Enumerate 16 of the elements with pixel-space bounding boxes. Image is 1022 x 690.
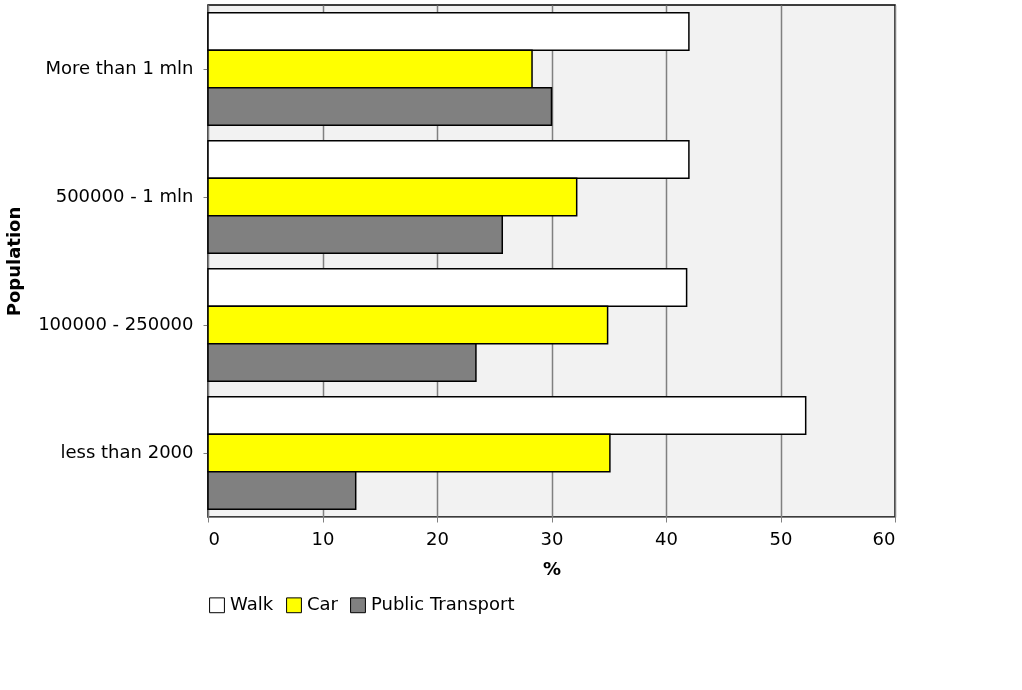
legend-label: Car (307, 593, 339, 615)
x-tick-label: 10 (311, 527, 335, 549)
x-tick-label: 20 (426, 527, 449, 549)
y-axis-title: Population (3, 206, 25, 317)
y-tick-label: 100000 - 250000 (38, 313, 194, 334)
x-tick-label: 30 (540, 527, 564, 549)
x-tick-label: 40 (655, 527, 678, 549)
y-tick-label: More than 1 mln (45, 57, 194, 78)
legend-label: Walk (230, 593, 274, 615)
x-tick-label: 50 (769, 527, 793, 549)
x-axis-title: % (542, 557, 562, 579)
y-tick-label: less than 2000 (60, 441, 194, 462)
x-tick-label: 0 (208, 527, 220, 549)
y-tick-label: 500000 - 1 mln (55, 185, 194, 206)
legend-label: Public Transport (371, 593, 515, 615)
x-tick-label: 60 (872, 527, 896, 549)
